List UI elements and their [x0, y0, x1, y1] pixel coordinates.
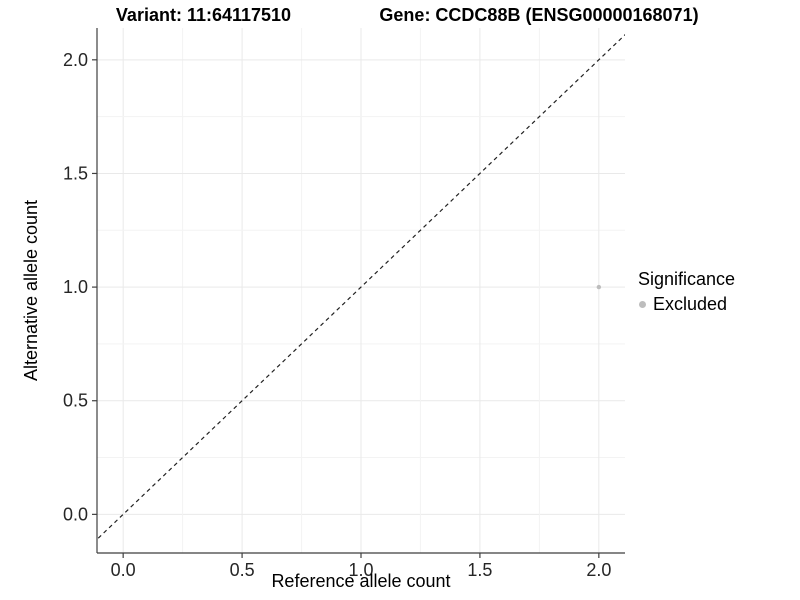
x-tick-label: 1.5	[467, 560, 492, 580]
legend-items: Excluded	[638, 294, 735, 315]
legend-item: Excluded	[639, 294, 735, 315]
gene-title: Gene: CCDC88B (ENSG00000168071)	[379, 5, 699, 25]
legend: Significance Excluded	[638, 269, 735, 315]
y-tick-label: 2.0	[63, 50, 88, 70]
x-tick-label: 0.5	[230, 560, 255, 580]
y-axis-title-text: Alternative allele count	[21, 199, 42, 382]
x-tick-label: 2.0	[586, 560, 611, 580]
legend-title: Significance	[638, 269, 736, 289]
y-tick-label: 1.0	[63, 277, 88, 297]
y-axis-title: Alternative allele count	[13, 28, 51, 553]
legend-item-label: Excluded	[653, 294, 728, 314]
variant-title: Variant: 11:64117510	[115, 5, 292, 25]
y-tick-label: 0.5	[63, 391, 88, 411]
legend-key-dot	[639, 301, 646, 308]
y-tick-label: 0.0	[63, 504, 88, 524]
data-point	[596, 284, 602, 290]
identity-line	[97, 33, 625, 541]
y-tick-label: 1.5	[63, 163, 88, 183]
x-tick-label: 0.0	[111, 560, 136, 580]
x-axis-title: Reference allele count	[271, 571, 451, 591]
x-tick-label: 1.0	[348, 560, 373, 580]
